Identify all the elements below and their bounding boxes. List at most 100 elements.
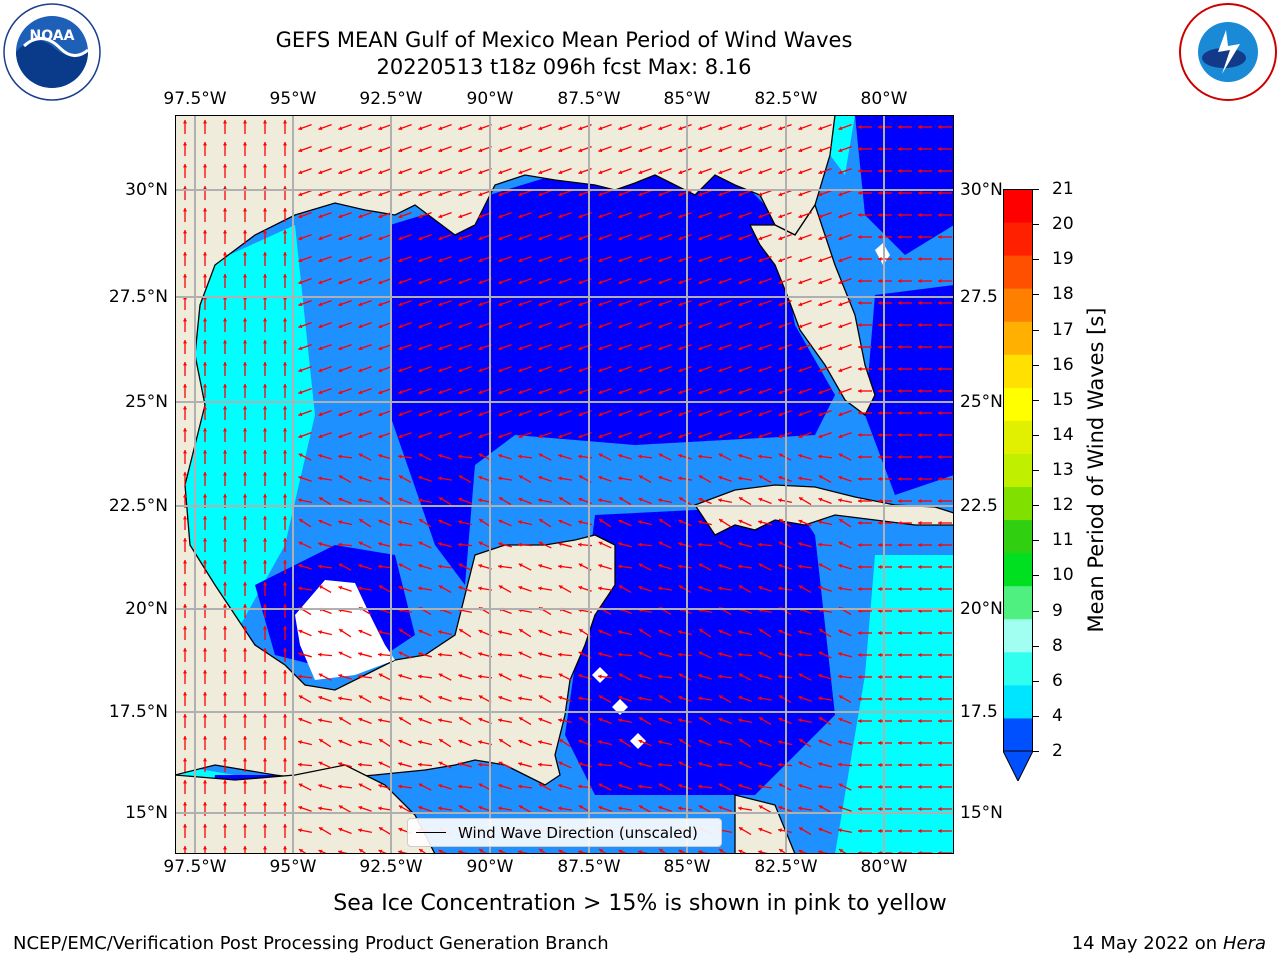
- wind-arrow-head: [418, 740, 422, 745]
- wind-arrow-head: [338, 673, 343, 678]
- wind-arrow-head: [222, 758, 228, 762]
- wind-arrow-head: [262, 186, 268, 190]
- wind-arrow-head: [678, 236, 683, 241]
- wind-arrow-head: [658, 541, 663, 546]
- wind-arrow-head: [498, 148, 503, 153]
- colorbar-tick-label: 6: [1052, 670, 1063, 691]
- wind-arrow-head: [202, 802, 208, 806]
- wind-arrow-head: [222, 472, 228, 476]
- wind-arrow-head: [659, 519, 664, 523]
- wind-arrow-head: [418, 324, 423, 329]
- wind-arrow-head: [698, 454, 702, 459]
- wind-arrow-head: [938, 300, 942, 306]
- wind-arrow-head: [262, 472, 268, 476]
- wind-arrow-head: [578, 368, 583, 373]
- wind-arrow-head: [598, 192, 603, 197]
- lon-label-top: 95°W: [269, 89, 317, 109]
- wind-arrow-head: [222, 120, 228, 124]
- wind-arrow-head: [678, 192, 683, 197]
- lon-label-bottom: 95°W: [269, 857, 317, 877]
- wind-arrow-head: [282, 406, 288, 410]
- wind-arrow-head: [359, 519, 364, 523]
- wind-arrow-head: [538, 346, 543, 351]
- wind-arrow-head: [202, 516, 208, 520]
- wind-arrow-head: [282, 846, 288, 850]
- wind-arrow-head: [698, 346, 703, 351]
- wind-arrow-head: [898, 168, 902, 174]
- wind-arrow-head: [438, 346, 443, 351]
- wind-arrow-head: [778, 434, 783, 439]
- wind-arrow-head: [222, 142, 228, 146]
- wind-arrow-head: [918, 146, 922, 152]
- wind-arrow-head: [738, 849, 743, 854]
- wind-arrow-head: [898, 520, 902, 526]
- wind-arrow-head: [858, 234, 862, 240]
- wind-arrow-head: [262, 824, 268, 828]
- wind-arrow-head: [398, 563, 403, 568]
- wind-arrow-head: [658, 629, 663, 634]
- wind-arrow-head: [898, 652, 902, 658]
- wind-arrow-head: [242, 164, 248, 168]
- wind-arrow-head: [478, 412, 483, 417]
- wind-arrow-head: [598, 324, 603, 329]
- wind-arrow-head: [418, 236, 423, 241]
- wind-arrow-head: [282, 142, 288, 146]
- wind-arrow-head: [558, 434, 563, 439]
- wind-arrow-head: [182, 714, 188, 718]
- wind-arrow-head: [298, 346, 303, 351]
- wind-arrow-head: [638, 368, 643, 373]
- colorbar-segment: [1003, 486, 1033, 521]
- wind-arrow-head: [378, 302, 383, 307]
- wind-arrow-head: [398, 126, 403, 131]
- wind-arrow-head: [398, 170, 403, 175]
- wind-arrow-head: [358, 258, 363, 263]
- wind-arrow-head: [282, 604, 288, 608]
- wind-arrow-head: [242, 582, 248, 586]
- wind-arrow-head: [578, 475, 583, 480]
- wind-arrow-head: [798, 718, 802, 723]
- wind-arrow-head: [182, 252, 188, 256]
- wind-arrow-head: [338, 563, 343, 568]
- wind-arrow-head: [222, 670, 228, 674]
- wind-arrow-head: [878, 806, 882, 812]
- wind-arrow-head: [538, 563, 543, 568]
- wind-arrow-head: [718, 302, 723, 307]
- wind-arrow-head: [398, 739, 403, 744]
- wind-arrow-head: [282, 648, 288, 652]
- wind-arrow-head: [262, 736, 268, 740]
- wind-arrow-head: [222, 714, 228, 718]
- wind-arrow-head: [618, 148, 623, 153]
- wind-arrow-head: [918, 124, 922, 130]
- wind-arrow-head: [298, 324, 303, 329]
- wind-arrow-head: [798, 497, 803, 501]
- wind-arrow-head: [638, 762, 643, 767]
- wind-arrow-head: [498, 761, 503, 766]
- wind-arrow-head: [358, 586, 362, 591]
- wind-arrow-head: [598, 412, 603, 417]
- wind-arrow-head: [738, 519, 743, 524]
- wind-arrow-head: [618, 280, 623, 285]
- colorbar-segment: [1003, 585, 1033, 620]
- wind-arrow-head: [318, 434, 323, 439]
- wind-arrow-head: [338, 236, 343, 241]
- wind-arrow-head: [498, 806, 502, 811]
- wind-arrow-head: [698, 192, 703, 197]
- wind-arrow-head: [738, 302, 743, 307]
- wind-arrow-head: [878, 520, 882, 526]
- wind-arrow-head: [658, 390, 663, 395]
- wind-arrow-head: [338, 390, 343, 395]
- wind-arrow-head: [338, 475, 343, 480]
- wind-arrow-head: [758, 390, 763, 395]
- wind-arrow-head: [538, 717, 543, 722]
- wind-arrow-head: [898, 344, 902, 350]
- wind-arrow-head: [598, 805, 603, 810]
- wind-arrow-head: [262, 406, 268, 410]
- wind-arrow-head: [202, 824, 208, 828]
- wind-arrow-head: [918, 652, 922, 658]
- wind-arrow-head: [698, 542, 702, 547]
- wind-arrow-head: [458, 390, 463, 395]
- wind-arrow-head: [558, 324, 563, 329]
- wind-arrow-head: [378, 368, 383, 373]
- wind-arrow-head: [718, 280, 723, 285]
- wind-arrow-head: [398, 717, 403, 721]
